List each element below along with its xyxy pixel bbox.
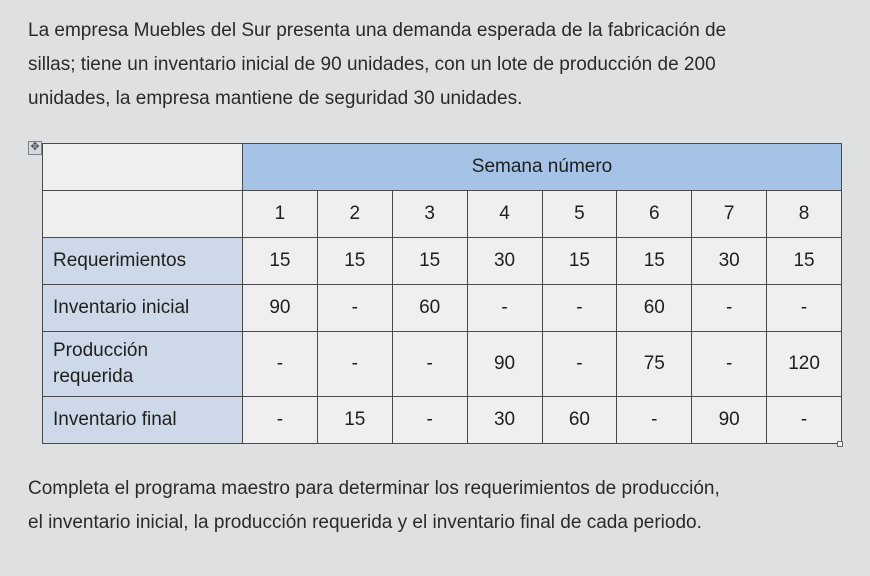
table-resize-handle-icon[interactable] [837,441,843,447]
row-label-inv-inicial: Inventario inicial [43,285,243,332]
week-label: 5 [542,190,617,237]
cell: - [617,396,692,443]
table-row: Inventario final - 15 - 30 60 - 90 - [43,396,842,443]
table-week-numbers-row: 1 2 3 4 5 6 7 8 [43,190,842,237]
cell: 60 [617,285,692,332]
table-move-handle-icon[interactable]: ✥ [28,141,42,155]
cell: 15 [317,237,392,284]
cell: - [467,285,542,332]
cell: - [767,285,842,332]
table-header-span-row: Semana número [43,143,842,190]
cell: - [317,332,392,396]
cell: 60 [392,285,467,332]
table-row: Inventario inicial 90 - 60 - - 60 - - [43,285,842,332]
cell: 90 [243,285,318,332]
week-label: 4 [467,190,542,237]
cell: 90 [692,396,767,443]
cell: 15 [767,237,842,284]
intro-line-2: sillas; tiene un inventario inicial de 9… [28,48,842,82]
table-row: Producción requerida - - - 90 - 75 - 120 [43,332,842,396]
row-label-requerimientos: Requerimientos [43,237,243,284]
cell: 15 [617,237,692,284]
cell: 30 [692,237,767,284]
table-corner-cell [43,143,243,190]
row-label-inv-final: Inventario final [43,396,243,443]
cell: 90 [467,332,542,396]
cell: 30 [467,396,542,443]
intro-line-1: La empresa Muebles del Sur presenta una … [28,14,842,48]
cell: 15 [243,237,318,284]
cell: - [243,396,318,443]
week-label: 3 [392,190,467,237]
intro-line-3: unidades, la empresa mantiene de segurid… [28,82,842,116]
cell: - [392,332,467,396]
table-row: Requerimientos 15 15 15 30 15 15 30 15 [43,237,842,284]
cell: - [542,285,617,332]
week-label: 7 [692,190,767,237]
cell: 15 [392,237,467,284]
week-label: 2 [317,190,392,237]
intro-paragraph: La empresa Muebles del Sur presenta una … [28,14,842,117]
master-production-table: Semana número 1 2 3 4 5 6 7 8 Requerimie… [42,143,842,444]
cell: - [692,332,767,396]
week-label: 1 [243,190,318,237]
footer-line-2: el inventario inicial, la producción req… [28,506,842,540]
week-span-header: Semana número [243,143,842,190]
cell: - [317,285,392,332]
cell: - [767,396,842,443]
cell: - [392,396,467,443]
week-label: 8 [767,190,842,237]
table-wrapper: ✥ Semana número 1 2 3 4 5 6 7 8 Requerim… [28,143,842,444]
cell: - [692,285,767,332]
cell: 120 [767,332,842,396]
week-label: 6 [617,190,692,237]
row-label-line: Producción [53,338,234,364]
footer-paragraph: Completa el programa maestro para determ… [28,472,842,540]
row-label-line: requerida [53,364,234,390]
footer-line-1: Completa el programa maestro para determ… [28,472,842,506]
cell: - [243,332,318,396]
cell: 60 [542,396,617,443]
cell: 15 [317,396,392,443]
cell: 30 [467,237,542,284]
cell: - [542,332,617,396]
row-label-produccion: Producción requerida [43,332,243,396]
week-row-empty-label [43,190,243,237]
cell: 15 [542,237,617,284]
cell: 75 [617,332,692,396]
